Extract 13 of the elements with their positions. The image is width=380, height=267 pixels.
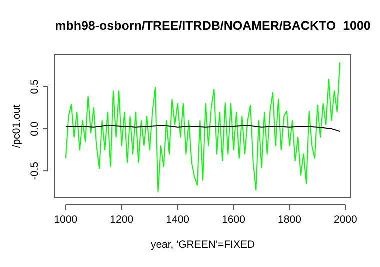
x-tick-label: 2000 <box>334 214 358 226</box>
y-axis-title: /pc01.out <box>11 104 23 148</box>
x-tick-label: 1400 <box>166 214 190 226</box>
line-series <box>65 62 341 193</box>
y-tick-label: 0.5 <box>29 80 41 94</box>
x-tick-label: 1000 <box>54 214 78 226</box>
x-axis-title: year, 'GREEN'=FIXED <box>150 239 256 251</box>
x-tick-label: 1800 <box>278 214 302 226</box>
y-tick-label: 0.0 <box>29 122 41 136</box>
y-tick-label: -0.5 <box>29 162 41 180</box>
x-tick-label: 1200 <box>110 214 134 226</box>
x-tick-label: 1600 <box>222 214 246 226</box>
chart-title: mbh98-osborn/TREE/ITRDB/NOAMER/BACKTO_1000 <box>55 19 371 33</box>
